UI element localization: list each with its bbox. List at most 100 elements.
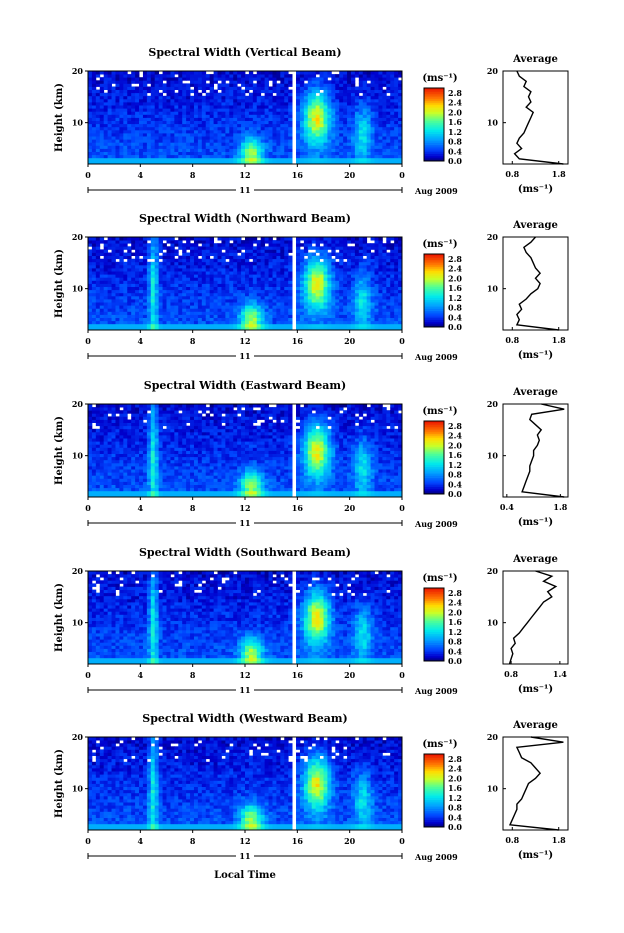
heatmap-cell <box>304 290 308 294</box>
heatmap-cell <box>284 277 288 281</box>
heatmap-cell <box>131 284 135 288</box>
heatmap-cell <box>88 435 92 439</box>
heatmap-cell <box>249 290 253 294</box>
heatmap-cell <box>92 466 96 470</box>
heatmap-cell <box>371 262 375 266</box>
heatmap-cell <box>190 315 194 319</box>
heatmap-cell <box>276 74 280 78</box>
heatmap-cell <box>100 457 104 461</box>
heatmap-cell <box>100 287 104 291</box>
heatmap-cell <box>316 277 320 281</box>
heatmap-cell <box>261 130 265 134</box>
heatmap-cell <box>386 287 390 291</box>
heatmap-cell <box>186 268 190 272</box>
heatmap-cell <box>174 240 178 244</box>
heatmap-cell <box>225 93 229 97</box>
heatmap-cell <box>288 249 292 253</box>
heatmap-cell <box>147 80 151 84</box>
heatmap-cell <box>308 127 312 131</box>
heatmap-cell <box>288 142 292 146</box>
heatmap-cell <box>233 139 237 143</box>
heatmap-cell <box>276 293 280 297</box>
colorbar-swatch <box>424 137 444 139</box>
heatmap-cell <box>284 296 288 300</box>
heatmap-cell <box>339 87 343 91</box>
heatmap-cell <box>127 158 131 162</box>
heatmap-cell <box>320 71 324 75</box>
heatmap-cell <box>225 145 229 149</box>
heatmap-cell <box>300 308 304 312</box>
heatmap-cell <box>96 284 100 288</box>
heatmap-cell <box>178 315 182 319</box>
heatmap-cell <box>331 145 335 149</box>
heatmap-cell <box>272 77 276 81</box>
heatmap-cell <box>96 460 100 464</box>
heatmap-cell <box>88 271 92 275</box>
heatmap-cell <box>327 259 331 263</box>
heatmap-cell <box>123 268 127 272</box>
heatmap-cell <box>112 102 116 106</box>
heatmap-cell <box>390 96 394 100</box>
heatmap-cell <box>351 311 355 315</box>
heatmap-cell <box>288 305 292 309</box>
heatmap-cell <box>190 124 194 128</box>
heatmap-cell <box>112 451 116 455</box>
heatmap-cell <box>194 256 198 260</box>
colorbar-swatch <box>424 318 444 320</box>
heatmap-cell <box>119 277 123 281</box>
heatmap-cell <box>331 124 335 128</box>
heatmap-cell <box>206 277 210 281</box>
heatmap-cell <box>304 127 308 131</box>
heatmap-cell <box>320 237 324 241</box>
heatmap-cell <box>265 83 269 87</box>
heatmap-cell <box>143 318 147 322</box>
heatmap-cell <box>127 256 131 260</box>
heatmap-cell <box>331 142 335 146</box>
heatmap-cell <box>245 87 249 91</box>
heatmap-cell <box>96 74 100 78</box>
heatmap-cell <box>218 315 222 319</box>
heatmap-cell <box>324 127 328 131</box>
heatmap-cell <box>92 142 96 146</box>
heatmap-cell <box>112 454 116 458</box>
heatmap-cell <box>363 253 367 257</box>
heatmap-cell <box>288 149 292 153</box>
heatmap-cell <box>367 142 371 146</box>
heatmap-cell <box>237 299 241 303</box>
heatmap-cell <box>135 158 139 162</box>
heatmap-cell <box>100 321 104 325</box>
heatmap-cell <box>163 277 167 281</box>
heatmap-cell <box>343 118 347 122</box>
heatmap-cell <box>218 133 222 137</box>
heatmap-cell <box>339 293 343 297</box>
heatmap-cell <box>131 280 135 284</box>
heatmap-cell <box>182 145 186 149</box>
heatmap-cell <box>327 133 331 137</box>
heatmap-cell <box>320 139 324 143</box>
heatmap-cell <box>343 240 347 244</box>
heatmap-cell <box>135 321 139 325</box>
heatmap-cell <box>100 237 104 241</box>
heatmap-cell <box>119 111 123 115</box>
heatmap-cell <box>182 280 186 284</box>
heatmap-cell <box>194 293 198 297</box>
heatmap-cell <box>123 74 127 78</box>
heatmap-cell <box>225 149 229 153</box>
heatmap-cell <box>233 271 237 275</box>
heatmap-cell <box>131 139 135 143</box>
heatmap-cell <box>386 284 390 288</box>
heatmap-cell <box>174 155 178 159</box>
heatmap-cell <box>276 271 280 275</box>
heatmap-cell <box>190 152 194 156</box>
heatmap-cell <box>170 262 174 266</box>
heatmap-cell <box>394 127 398 131</box>
heatmap-cell <box>355 93 359 97</box>
heatmap-cell <box>327 96 331 100</box>
heatmap-cell <box>143 308 147 312</box>
heatmap-cell <box>272 302 276 306</box>
heatmap-cell <box>221 105 225 109</box>
heatmap-cell <box>382 296 386 300</box>
heatmap-cell <box>190 280 194 284</box>
heatmap-cell <box>359 240 363 244</box>
heatmap-cell <box>269 77 273 81</box>
